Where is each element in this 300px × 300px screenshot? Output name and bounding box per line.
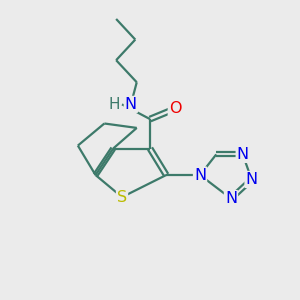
Text: N: N bbox=[245, 172, 258, 187]
Text: N: N bbox=[237, 147, 249, 162]
Text: N: N bbox=[194, 167, 206, 182]
Text: S: S bbox=[117, 190, 127, 205]
Text: H: H bbox=[108, 97, 119, 112]
Text: O: O bbox=[169, 101, 181, 116]
Text: N: N bbox=[225, 191, 237, 206]
Text: N: N bbox=[125, 97, 137, 112]
